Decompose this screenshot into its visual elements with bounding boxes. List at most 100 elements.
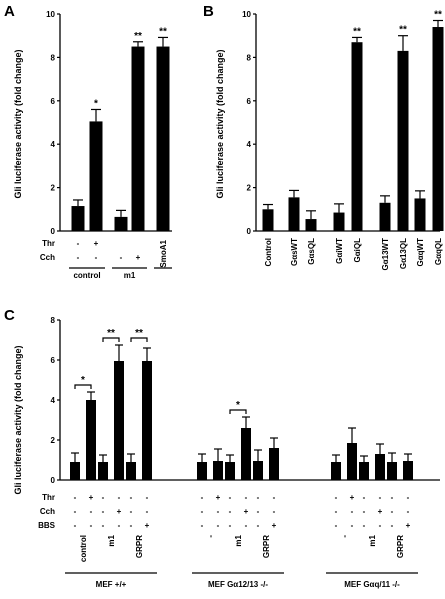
- panel-c-bar: [126, 462, 136, 480]
- panel-c-treatment-symbol: -: [363, 493, 366, 502]
- panel-c-treatment-symbol: +: [272, 521, 277, 530]
- panel-a-group-label: SmoA1: [159, 239, 168, 267]
- panel-b-bar: [305, 219, 317, 231]
- panel-c-treatment-symbol: -: [379, 521, 382, 530]
- panel-b-y-tick-label: 0: [247, 227, 252, 236]
- panel-c-supergroup-label: MEF Gα12/13 -/-: [208, 580, 268, 589]
- panel-b-bar: [288, 197, 300, 231]
- panel-b-label: B: [203, 3, 214, 20]
- panel-c-bar: [253, 461, 263, 480]
- panel-c-treatment-symbol: -: [229, 507, 232, 516]
- panel-c-y-tick-label: 8: [51, 316, 56, 325]
- panel-a-treatment-symbol: -: [120, 253, 123, 262]
- panel-a-treatment-symbol: -: [77, 239, 80, 248]
- panel-b-category-label: GαsWT: [290, 238, 299, 266]
- panel-b-bar: [397, 50, 409, 231]
- panel-c-treatment-symbol: +: [216, 493, 221, 502]
- panel-c-significance-bracket: [130, 337, 148, 342]
- panel-a-row-label: Thr: [42, 239, 55, 248]
- panel-c-bar: [241, 428, 251, 480]
- panel-b-significance-label: **: [434, 10, 442, 21]
- panel-a-treatment-symbol: +: [136, 253, 141, 262]
- panel-b-bar: [333, 212, 345, 231]
- panel-a-group-label: control: [73, 271, 100, 280]
- panel-c-y-tick-label: 2: [51, 436, 56, 445]
- panel-c-treatment-symbol: -: [273, 507, 276, 516]
- panel-c-treatment-symbol: -: [351, 507, 354, 516]
- panel-b-bar: [379, 202, 391, 231]
- panel-b-bar: [432, 27, 444, 231]
- panel-b-category-label: Gα13QL: [399, 238, 408, 269]
- panel-c-treatment-symbol: -: [391, 507, 394, 516]
- panel-b-category-label: Gα13WT: [381, 238, 390, 271]
- panel-c-treatment-symbol: -: [90, 507, 93, 516]
- panel-c-treatment-symbol: -: [391, 521, 394, 530]
- panel-c-y-axis-title: Gli luciferase activity (fold change): [13, 345, 23, 494]
- panel-b-y-tick-label: 4: [247, 140, 252, 149]
- panel-c-treatment-symbol: -: [273, 493, 276, 502]
- panel-c-bar: [347, 443, 357, 480]
- panel-c-row-label: Thr: [42, 493, 55, 502]
- panel-c-treatment-symbol: -: [217, 521, 220, 530]
- panel-c-treatment-symbol: -: [90, 521, 93, 530]
- panel-b-category-label: GαiWT: [335, 238, 344, 264]
- panel-c-group-label: m1: [368, 534, 377, 546]
- panel-c-treatment-symbol: +: [406, 521, 411, 530]
- panel-a-group-label: m1: [124, 271, 136, 280]
- panel-c-bar: [86, 400, 96, 480]
- panel-c-treatment-symbol: -: [201, 493, 204, 502]
- panel-a-row-label: Cch: [40, 253, 55, 262]
- panel-c-row-label: Cch: [40, 507, 55, 516]
- panel-c-significance-label: **: [135, 328, 143, 339]
- panel-a-bar: [71, 206, 85, 231]
- panel-b-significance-label: **: [353, 26, 361, 37]
- panel-b-bar: [414, 198, 426, 231]
- panel-a-significance-label: *: [94, 98, 98, 109]
- panel-b-chart: 0 2 4 6 8 10 ** ** ** Control GαsWT GαsQL GαiWT GαiQL…: [242, 10, 444, 271]
- panel-c-group-label: -: [206, 535, 215, 538]
- panel-c-bar: [98, 462, 108, 480]
- panel-a-y-tick-label: 8: [51, 53, 56, 62]
- panel-c-label: C: [4, 307, 15, 324]
- panel-b-y-tick-label: 10: [242, 10, 251, 19]
- panel-b-category-label: GαqQL: [434, 238, 443, 265]
- panel-c-treatment-symbol: -: [335, 507, 338, 516]
- panel-b-significance-label: **: [399, 25, 407, 36]
- panel-c-supergroup-label: MEF +/+: [96, 580, 127, 589]
- panel-c-significance-label: *: [236, 400, 240, 411]
- panel-c-bar: [142, 361, 152, 480]
- panel-a-y-tick-label: 10: [46, 10, 55, 19]
- panel-b-category-label: Control: [264, 238, 273, 266]
- panel-a-significance-label: **: [134, 31, 142, 42]
- panel-c-bar: [331, 462, 341, 480]
- panel-c-treatment-symbol: -: [257, 493, 260, 502]
- panel-c-bar: [213, 461, 223, 480]
- panel-c-group-label: control: [79, 535, 88, 562]
- panel-c-significance-label: **: [107, 328, 115, 339]
- panel-b-bar: [351, 42, 363, 232]
- panel-c-treatment-symbol: -: [407, 507, 410, 516]
- panel-c-treatment-symbol: +: [89, 493, 94, 502]
- panel-a-significance-label: **: [159, 26, 167, 37]
- panel-c-treatment-symbol: -: [201, 507, 204, 516]
- panel-c-bar: [359, 462, 369, 480]
- panel-c-significance-bracket: [229, 409, 247, 414]
- panel-b-y-tick-label: 2: [247, 184, 252, 193]
- panel-c-treatment-symbol: -: [391, 493, 394, 502]
- panel-c-significance-bracket: [74, 384, 92, 389]
- panel-c-bar: [225, 462, 235, 480]
- panel-c-group-label: GRPR: [396, 535, 405, 558]
- panel-c-significance-label: *: [81, 375, 85, 386]
- panel-c-treatment-symbol: +: [244, 507, 249, 516]
- panel-c-treatment-symbol: +: [378, 507, 383, 516]
- panel-c-bar: [375, 454, 385, 480]
- panel-c-y-tick-label: 0: [51, 476, 56, 485]
- panel-a-bar: [156, 46, 170, 231]
- panel-c-bar: [269, 448, 279, 480]
- panel-c-treatment-symbol: -: [335, 493, 338, 502]
- panel-a-treatment-symbol: +: [94, 239, 99, 248]
- panel-c-treatment-symbol: -: [363, 521, 366, 530]
